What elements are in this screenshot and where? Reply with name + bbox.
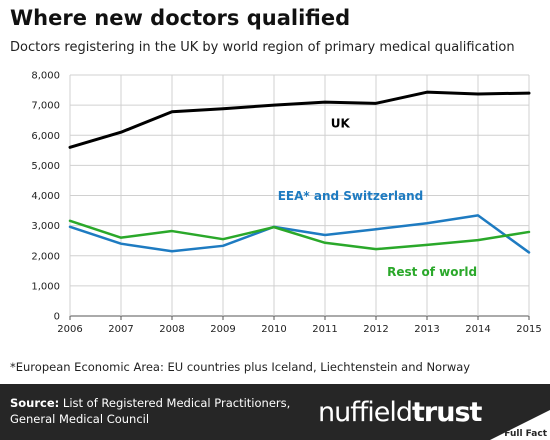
source-note: Source: List of Registered Medical Pract… [10,395,290,427]
series-line-uk [68,90,531,149]
y-tick-label: 0 [54,312,60,323]
source-label: Source: [10,396,60,410]
y-tick-label: 4,000 [31,191,60,202]
x-tick-label: 2014 [465,324,490,335]
y-axis: 0 1,000 2,000 3,000 4,000 5,000 6,000 7,000 8,00… [31,71,60,323]
x-tick-label: 2009 [210,324,235,335]
logo-part-trust: trust [412,397,482,428]
y-tick-label: 1,000 [31,281,60,292]
x-tick-label: 2015 [516,324,541,335]
series-label-uk: UK [331,117,351,131]
x-axis: 2006 2007 2008 2009 2010 2011 2012 2013 2014 2015 [57,316,542,335]
y-tick-label: 8,000 [31,71,60,82]
series-label-rest: Rest of world [387,265,477,279]
series-lines [68,90,531,254]
full-fact-text: Full Fact [504,429,547,439]
series-label-eea: EEA* and Switzerland [278,189,424,203]
logo-part-nuffield: nuffield [318,397,413,428]
y-tick-label: 5,000 [31,161,60,172]
footer-bar: Source: List of Registered Medical Pract… [0,384,550,440]
x-tick-label: 2007 [108,324,133,335]
chart-title: Where new doctors qualified [10,6,351,30]
x-tick-label: 2012 [363,324,388,335]
source-text-line1: List of Registered Medical Practitioners… [62,396,291,410]
y-tick-label: 7,000 [31,101,60,112]
full-fact-logo: Full Fact [490,410,550,440]
x-tick-label: 2010 [261,324,286,335]
x-tick-label: 2008 [159,324,184,335]
x-tick-label: 2011 [312,324,337,335]
series-line-rest [68,219,531,251]
footnote: *European Economic Area: EU countries pl… [10,360,471,374]
source-text-line2: General Medical Council [10,412,150,426]
nuffield-trust-logo: nuffieldtrust [318,397,482,428]
grid-lines [69,74,530,317]
chart-subtitle: Doctors registering in the UK by world r… [10,40,515,55]
y-tick-label: 3,000 [31,221,60,232]
series-line-eea [68,214,531,254]
series-labels: UK EEA* and Switzerland Rest of world [278,117,477,279]
y-tick-label: 2,000 [31,251,60,262]
x-tick-label: 2006 [57,324,82,335]
y-tick-label: 6,000 [31,131,60,142]
x-tick-label: 2013 [414,324,439,335]
